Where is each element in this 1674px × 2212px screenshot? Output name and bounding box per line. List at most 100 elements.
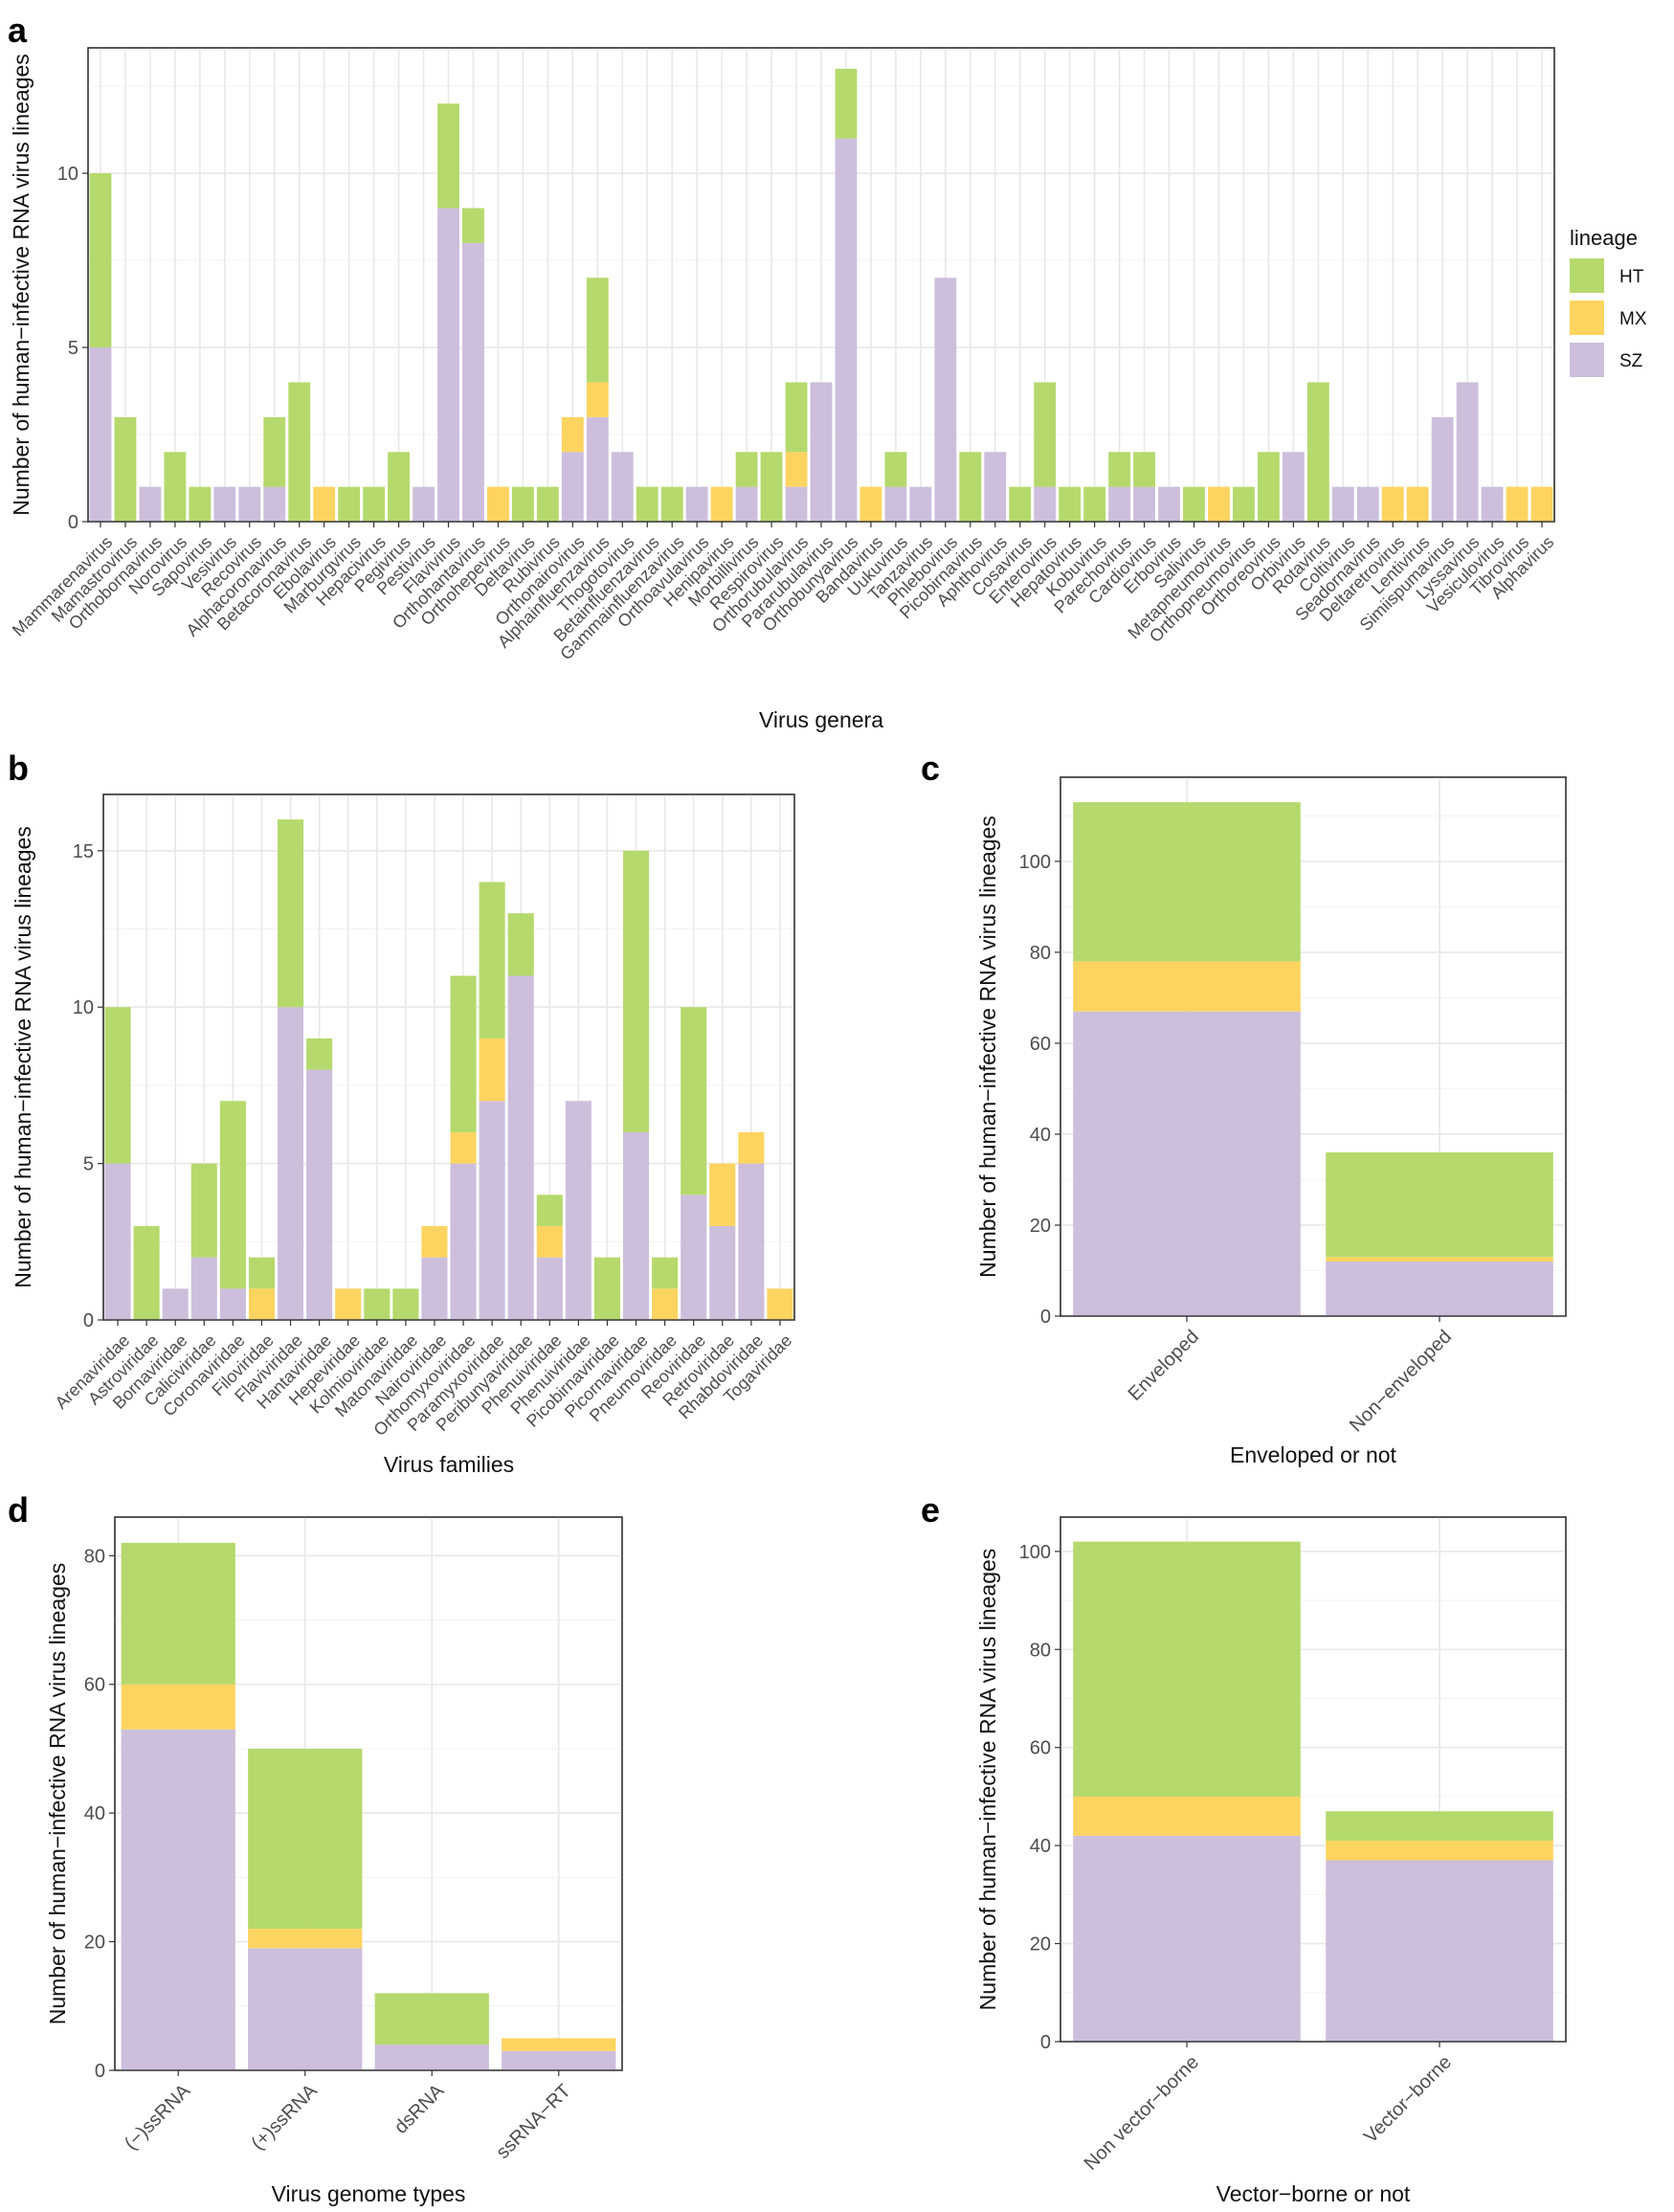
bar-sz-peribunyaviridae [507, 975, 534, 1320]
bar-ht-matonaviridae [392, 1288, 419, 1320]
bar-mx-filoviridae [248, 1288, 275, 1320]
y-tick-label: 60 [1030, 1034, 1051, 1055]
bar-sz-flaviviridae [278, 1007, 304, 1320]
plot-border [1060, 1516, 1567, 2043]
bar-mx-togaviridae [767, 1288, 793, 1320]
bar-sz-seadornavirus [1356, 486, 1379, 522]
y-tick-label: 0 [83, 1310, 94, 1331]
bar-ht-betacoronavirus [288, 382, 311, 522]
y-tick-label: 0 [1040, 1307, 1051, 1328]
bar-ht-salivirus [1183, 486, 1205, 522]
bar-sz-reoviridae [681, 1195, 707, 1320]
bar-sz-dsrna [374, 2044, 489, 2070]
panel-d: d 0 20 40 60 80 (−)ssRNA (+)ssRNA dsRNA ssRNA−RT V… [8, 1490, 623, 2206]
y-axis-title: Number of human−infective RNA virus line… [9, 54, 33, 516]
y-tick-label: 10 [57, 164, 78, 185]
bar-mx-ebolavirus [313, 486, 336, 522]
panel-letter: c [921, 749, 940, 788]
bar-ht-non-enveloped [1326, 1151, 1553, 1258]
bar-sz-non-enveloped [1326, 1261, 1553, 1316]
bar-mx-orthonairovirus [561, 416, 584, 453]
bar-ht-orthobunyavirus [835, 68, 858, 139]
bar-ht-parechovirus [1108, 452, 1131, 487]
bar-sz-orbivirus [1282, 452, 1305, 522]
plot-border [114, 1516, 623, 2071]
bar-mx-bandavirus [859, 486, 882, 522]
bar-mx-rhabdoviridae [738, 1131, 765, 1164]
x-axis-title: Virus genera [759, 707, 883, 732]
bar-sz-vesivirus [213, 486, 236, 522]
bar-ht-enveloped [1073, 802, 1301, 962]
bar-mx-retroviridae [709, 1163, 736, 1226]
bar-mx-nairoviridae [421, 1225, 448, 1258]
bar-sz-aphthovirus [984, 452, 1007, 522]
legend: lineage HT MX SZ [1570, 226, 1647, 377]
bar-mx--ssrna [248, 1929, 363, 1949]
bar-sz-erbovirus [1158, 486, 1180, 522]
legend-swatch-ht [1570, 258, 1604, 293]
bar-mx-enveloped [1073, 961, 1301, 1012]
bar-sz-picornaviridae [623, 1131, 650, 1320]
bar-mx-pneumoviridae [652, 1288, 679, 1320]
y-tick-label: 20 [84, 1933, 105, 1954]
panel-e: e 0 20 40 60 80 100 Non vector−borne Vector−born… [921, 1490, 1567, 2206]
panel-letter: b [8, 749, 29, 788]
bar-ht-kobuvirus [1083, 486, 1106, 522]
bar-ht-deltavirus [511, 486, 534, 522]
bar-sz--ssrna [248, 1948, 363, 2070]
bar-ht-kolmioviridae [364, 1288, 391, 1320]
bar-ht-mammarenavirus [89, 173, 112, 348]
bar-sz-recovirus [238, 486, 261, 522]
bar-ht-flaviviridae [278, 819, 304, 1008]
bar-ht-non-vector-borne [1073, 1541, 1301, 1797]
bar-sz-flavivirus [437, 208, 459, 523]
bar-sz-caliciviridae [190, 1257, 217, 1320]
bar-ht-alphacoronavirus [263, 416, 286, 487]
bar-ht-reoviridae [681, 1007, 707, 1195]
bar-sz-orthohantavirus [462, 242, 484, 522]
bar-mx-ssrna-rt [502, 2038, 616, 2051]
bar-ht-hantaviridae [306, 1038, 333, 1070]
bar-sz-vesiculovirus [1481, 486, 1504, 522]
x-tick-label: Non vector−borne [1081, 2051, 1203, 2174]
bar-ht-rotavirus [1306, 382, 1329, 522]
panel-letter: d [8, 1490, 29, 1530]
y-tick-label: 20 [1030, 1934, 1051, 1955]
plot-border [1060, 776, 1567, 1317]
legend-label-mx: MX [1619, 309, 1647, 329]
bar-ht-paramyxoviridae [479, 882, 505, 1039]
bar-sz-orthobunyavirus [835, 138, 858, 522]
bar-mx-vector-borne [1326, 1841, 1553, 1861]
bar-mx-henipavirus [710, 486, 733, 522]
bar-sz-paramyxoviridae [479, 1101, 505, 1320]
bar-ht--ssrna [248, 1748, 363, 1930]
bar-sz-phenuiviridae [565, 1101, 591, 1320]
bar-ht-picobirnaviridae [593, 1257, 620, 1320]
bar-ht-picornaviridae [623, 850, 650, 1132]
legend-label-sz: SZ [1619, 351, 1643, 371]
x-axis-title: Vector−borne or not [1216, 2181, 1411, 2206]
plot-border [102, 793, 795, 1321]
bar-sz-enveloped [1073, 1011, 1301, 1316]
bar-mx-non-enveloped [1326, 1257, 1553, 1262]
bar-mx-deltaretrovirus [1381, 486, 1404, 522]
panel-c: c 0 20 40 60 80 100 Enveloped Non−enveloped Envel… [921, 749, 1567, 1467]
bar-sz-hantaviridae [306, 1069, 333, 1320]
bar-sz-cardiovirus [1133, 486, 1155, 522]
legend-swatch-sz [1570, 343, 1604, 377]
bar-sz-vector-borne [1326, 1860, 1553, 2042]
bar-sz-thogotovirus [611, 452, 634, 522]
bar-mx--ssrna [121, 1684, 235, 1730]
bar-ht-dsrna [374, 1993, 489, 2045]
bar-sz-phenuiviridae [536, 1257, 563, 1320]
bar-mx-non-vector-borne [1073, 1796, 1301, 1836]
y-tick-label: 60 [1030, 1738, 1051, 1759]
y-tick-label: 60 [84, 1675, 105, 1696]
y-tick-label: 15 [73, 841, 94, 862]
x-tick-label: dsRNA [391, 2080, 449, 2138]
bar-sz-non-vector-borne [1073, 1835, 1301, 2042]
bar-mx-orthorubulavirus [785, 452, 808, 487]
x-axis-title: Virus families [384, 1452, 514, 1477]
y-tick-label: 80 [1030, 1640, 1051, 1661]
bar-ht-enterovirus [1034, 382, 1057, 487]
